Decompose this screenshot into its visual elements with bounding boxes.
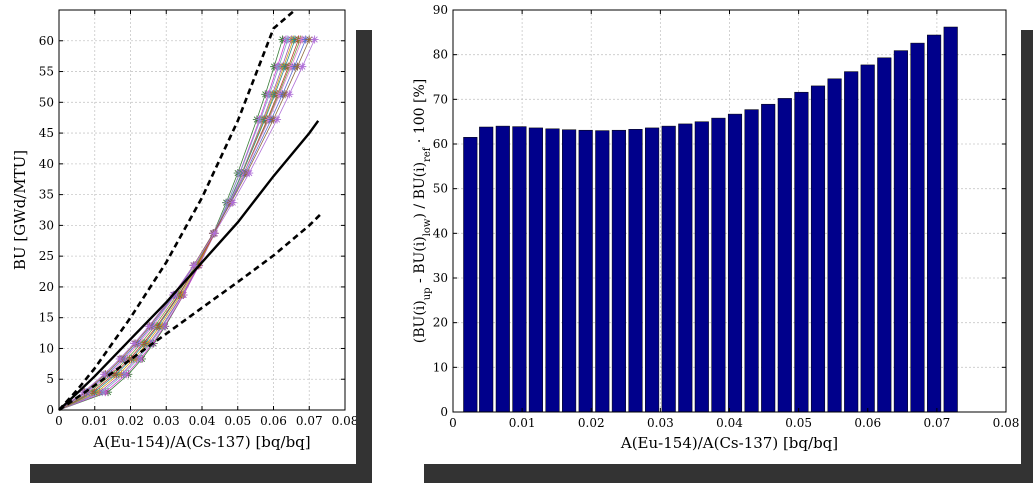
x-tick-label: 0.05 [785, 416, 812, 430]
y-axis-label: (BU(i)up - BU(i)low) / BU(i)ref · 100 [%… [412, 79, 433, 343]
star-marker [273, 115, 282, 124]
star-marker [189, 261, 198, 270]
y-tick-label: 10 [433, 360, 448, 374]
bound-curve [58, 9, 296, 411]
reference-curve [58, 120, 320, 411]
star-marker [298, 62, 307, 71]
star-marker [285, 90, 294, 99]
bar [827, 78, 842, 413]
bar [611, 129, 626, 413]
bar [678, 123, 693, 413]
star-marker [245, 169, 254, 178]
y-tick-label: 55 [39, 65, 54, 79]
y-tick-label: 5 [46, 372, 54, 386]
x-tick-label: 0.02 [578, 416, 605, 430]
y-tick-label: 25 [39, 249, 54, 263]
x-tick-label: 0.02 [117, 414, 144, 428]
bar [877, 57, 892, 413]
y-tick-label: 40 [433, 226, 448, 240]
bar [578, 129, 593, 413]
y-tick-label: 60 [433, 137, 448, 151]
bar [463, 137, 478, 413]
right-chart-panel: 0 0.01 0.02 0.03 0.04 0.05 0.06 0.07 0.08 0 10 20 30… [402, 0, 1021, 464]
y-tick-label: 90 [433, 3, 448, 17]
bar [893, 50, 908, 413]
x-axis-label: A(Eu-154)/A(Cs-137) [bq/bq] [620, 434, 838, 452]
star-marker [281, 90, 290, 99]
y-tick-label: 40 [39, 157, 54, 171]
bar [545, 128, 560, 413]
star-marker [228, 198, 237, 207]
x-tick-label: 0.03 [647, 416, 674, 430]
x-tick-label: 0 [55, 414, 63, 428]
x-tick-label: 0.08 [332, 414, 356, 428]
y-tick-label: 35 [39, 188, 54, 202]
y-tick-label: 0 [46, 403, 54, 417]
bar [694, 121, 709, 413]
x-tick-label: 0.06 [854, 416, 881, 430]
bar [927, 34, 942, 413]
x-tick-label: 0.05 [224, 414, 251, 428]
bar [744, 109, 759, 413]
uncertainty-bar-chart: 0 0.01 0.02 0.03 0.04 0.05 0.06 0.07 0.08 0 10 20 30… [412, 3, 1020, 452]
x-tick-label: 0.06 [260, 414, 287, 428]
star-marker [210, 229, 219, 238]
x-axis-label: A(Eu-154)/A(Cs-137) [bq/bq] [92, 433, 310, 451]
y-tick-label: 80 [433, 48, 448, 62]
y-tick-label: 50 [39, 95, 54, 109]
bar [595, 130, 610, 413]
bar [761, 103, 776, 413]
bar [860, 64, 875, 413]
bar [844, 71, 859, 413]
burnup-vs-activity-ratio-chart: 0 0.01 0.02 0.03 0.04 0.05 0.06 0.07 0.08 0 5 10 15 2… [11, 9, 358, 451]
bar [495, 125, 510, 413]
bar [794, 91, 809, 413]
bar [943, 26, 958, 413]
y-tick-label: 20 [39, 280, 54, 294]
y-tick-label: 15 [39, 311, 54, 325]
x-tick-label: 0.01 [509, 416, 536, 430]
bar [910, 42, 925, 413]
x-tick-label: 0.07 [924, 416, 951, 430]
bar [645, 127, 660, 413]
x-tick-label: 0.08 [993, 416, 1020, 430]
bar [562, 129, 577, 413]
bar [628, 129, 643, 413]
bar [528, 127, 543, 413]
y-tick-label: 20 [433, 316, 448, 330]
y-tick-label: 30 [39, 218, 54, 232]
y-tick-label: 60 [39, 34, 54, 48]
star-marker [144, 322, 153, 331]
bar [711, 117, 726, 413]
bar [479, 126, 494, 413]
star-marker [130, 339, 139, 348]
y-tick-label: 10 [39, 341, 54, 355]
bound-curve [58, 212, 323, 412]
x-tick-label: 0.07 [296, 414, 323, 428]
bar [777, 98, 792, 413]
y-tick-label: 50 [433, 182, 448, 196]
y-tick-label: 45 [39, 126, 54, 140]
star-marker [305, 35, 314, 44]
x-tick-label: 0.04 [716, 416, 743, 430]
y-tick-label: 0 [440, 405, 448, 419]
star-marker [100, 370, 109, 379]
y-tick-label: 70 [433, 92, 448, 106]
x-tick-label: 0.01 [81, 414, 108, 428]
star-marker [310, 35, 319, 44]
star-marker [293, 62, 302, 71]
bar [727, 113, 743, 413]
bar [661, 125, 676, 413]
x-tick-label: 0.04 [189, 414, 216, 428]
bar [512, 126, 527, 413]
x-tick-label: 0.03 [153, 414, 180, 428]
star-marker [115, 354, 124, 363]
y-axis-label: BU [GWd/MTU] [11, 150, 29, 270]
left-chart-panel: 0 0.01 0.02 0.03 0.04 0.05 0.06 0.07 0.08 0 5 10 15 2… [0, 0, 358, 464]
y-tick-label: 30 [433, 271, 448, 285]
bar [810, 85, 826, 413]
x-tick-label: 0 [449, 416, 457, 430]
